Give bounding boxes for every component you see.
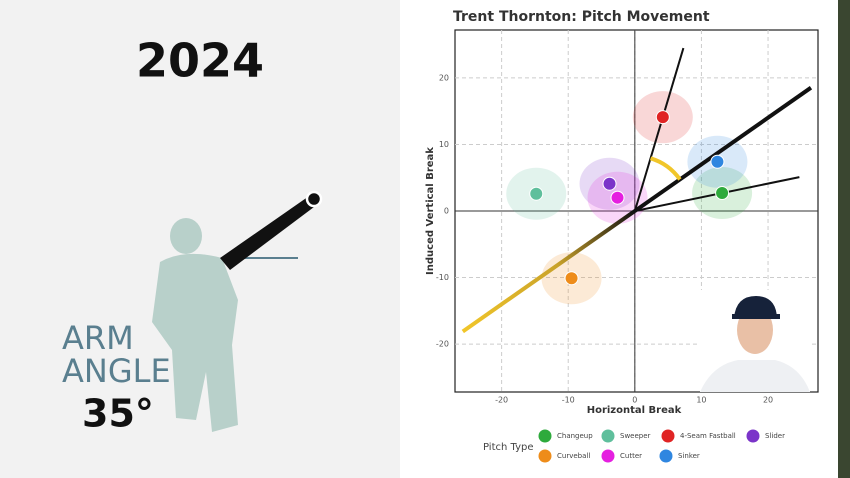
legend-swatch bbox=[746, 429, 760, 443]
x-tick-label: 20 bbox=[763, 396, 773, 405]
y-tick-label: 10 bbox=[439, 140, 449, 149]
legend-label: Sweeper bbox=[620, 432, 651, 440]
y-tick-label: 20 bbox=[439, 73, 449, 82]
y-tick-label: -10 bbox=[436, 273, 449, 282]
chart-title: Trent Thornton: Pitch Movement bbox=[453, 9, 710, 25]
ball bbox=[305, 190, 323, 208]
x-tick-label: -20 bbox=[495, 396, 508, 405]
legend-label: 4-Seam Fastball bbox=[680, 432, 736, 440]
x-tick-label: 0 bbox=[632, 396, 637, 405]
legend-label: Sinker bbox=[678, 452, 700, 460]
direction-line bbox=[633, 47, 685, 212]
player-photo bbox=[700, 290, 810, 392]
y-axis-label: Induced Vertical Break bbox=[425, 147, 436, 275]
legend-label: Changeup bbox=[557, 432, 593, 440]
angle-label: ANGLE bbox=[62, 352, 171, 390]
x-tick-label: -10 bbox=[562, 396, 575, 405]
pitch-mean bbox=[602, 176, 617, 191]
legend-swatch bbox=[538, 429, 552, 443]
arm-angle-line bbox=[633, 86, 813, 213]
y-tick-label: -20 bbox=[436, 340, 449, 349]
arm-angle-value: 35° bbox=[82, 392, 154, 436]
y-tick-label: 0 bbox=[444, 207, 449, 216]
edge-strip bbox=[838, 0, 850, 478]
arm-label: ARM bbox=[62, 319, 134, 357]
angle-arc bbox=[649, 156, 682, 181]
pitcher-silhouette bbox=[152, 218, 238, 432]
legend-title: Pitch Type bbox=[483, 442, 534, 453]
legend-label: Slider bbox=[765, 432, 785, 440]
pitch-mean bbox=[655, 110, 670, 125]
arm bbox=[220, 194, 318, 270]
pitch-mean bbox=[529, 186, 544, 201]
legend-swatch bbox=[601, 449, 615, 463]
pitch-mean bbox=[564, 271, 579, 286]
legend-swatch bbox=[659, 449, 673, 463]
year: 2024 bbox=[136, 34, 264, 88]
pitch-mean bbox=[610, 190, 625, 205]
legend-label: Cutter bbox=[620, 452, 642, 460]
x-tick-label: 10 bbox=[696, 396, 706, 405]
legend-label: Curveball bbox=[557, 452, 590, 460]
pitch-mean bbox=[715, 186, 730, 201]
pitch-mean bbox=[710, 154, 725, 169]
legend-swatch bbox=[661, 429, 675, 443]
x-axis-label: Horizontal Break bbox=[587, 405, 682, 416]
legend-swatch bbox=[601, 429, 615, 443]
legend-swatch bbox=[538, 449, 552, 463]
arm-angle-line bbox=[461, 209, 636, 334]
